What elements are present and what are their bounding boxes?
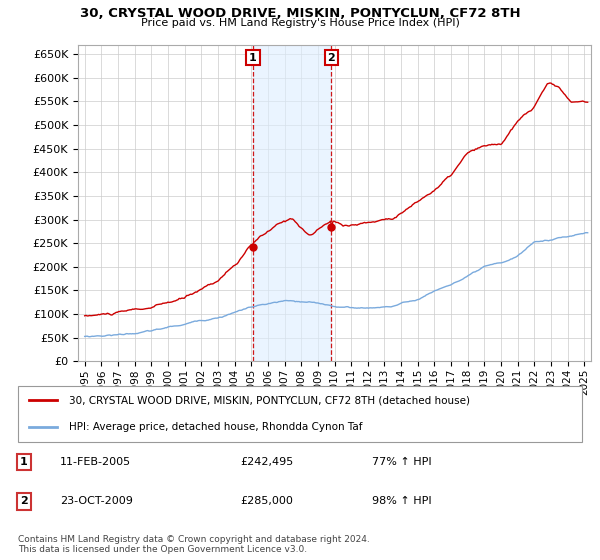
Text: 30, CRYSTAL WOOD DRIVE, MISKIN, PONTYCLUN, CF72 8TH: 30, CRYSTAL WOOD DRIVE, MISKIN, PONTYCLU… — [80, 7, 520, 20]
Text: 30, CRYSTAL WOOD DRIVE, MISKIN, PONTYCLUN, CF72 8TH (detached house): 30, CRYSTAL WOOD DRIVE, MISKIN, PONTYCLU… — [69, 395, 470, 405]
Text: HPI: Average price, detached house, Rhondda Cynon Taf: HPI: Average price, detached house, Rhon… — [69, 422, 362, 432]
Text: £285,000: £285,000 — [240, 496, 293, 506]
Bar — [253, 45, 331, 361]
Text: 1: 1 — [20, 457, 28, 467]
Text: 77% ↑ HPI: 77% ↑ HPI — [372, 457, 431, 467]
Text: 23-OCT-2009: 23-OCT-2009 — [60, 496, 133, 506]
Text: 98% ↑ HPI: 98% ↑ HPI — [372, 496, 431, 506]
Text: £242,495: £242,495 — [240, 457, 293, 467]
Text: 11-FEB-2005: 11-FEB-2005 — [60, 457, 131, 467]
Text: 2: 2 — [20, 496, 28, 506]
Text: Contains HM Land Registry data © Crown copyright and database right 2024.
This d: Contains HM Land Registry data © Crown c… — [18, 535, 370, 554]
Text: 1: 1 — [249, 53, 257, 63]
FancyBboxPatch shape — [18, 386, 582, 442]
Text: 2: 2 — [328, 53, 335, 63]
Text: Price paid vs. HM Land Registry's House Price Index (HPI): Price paid vs. HM Land Registry's House … — [140, 18, 460, 28]
